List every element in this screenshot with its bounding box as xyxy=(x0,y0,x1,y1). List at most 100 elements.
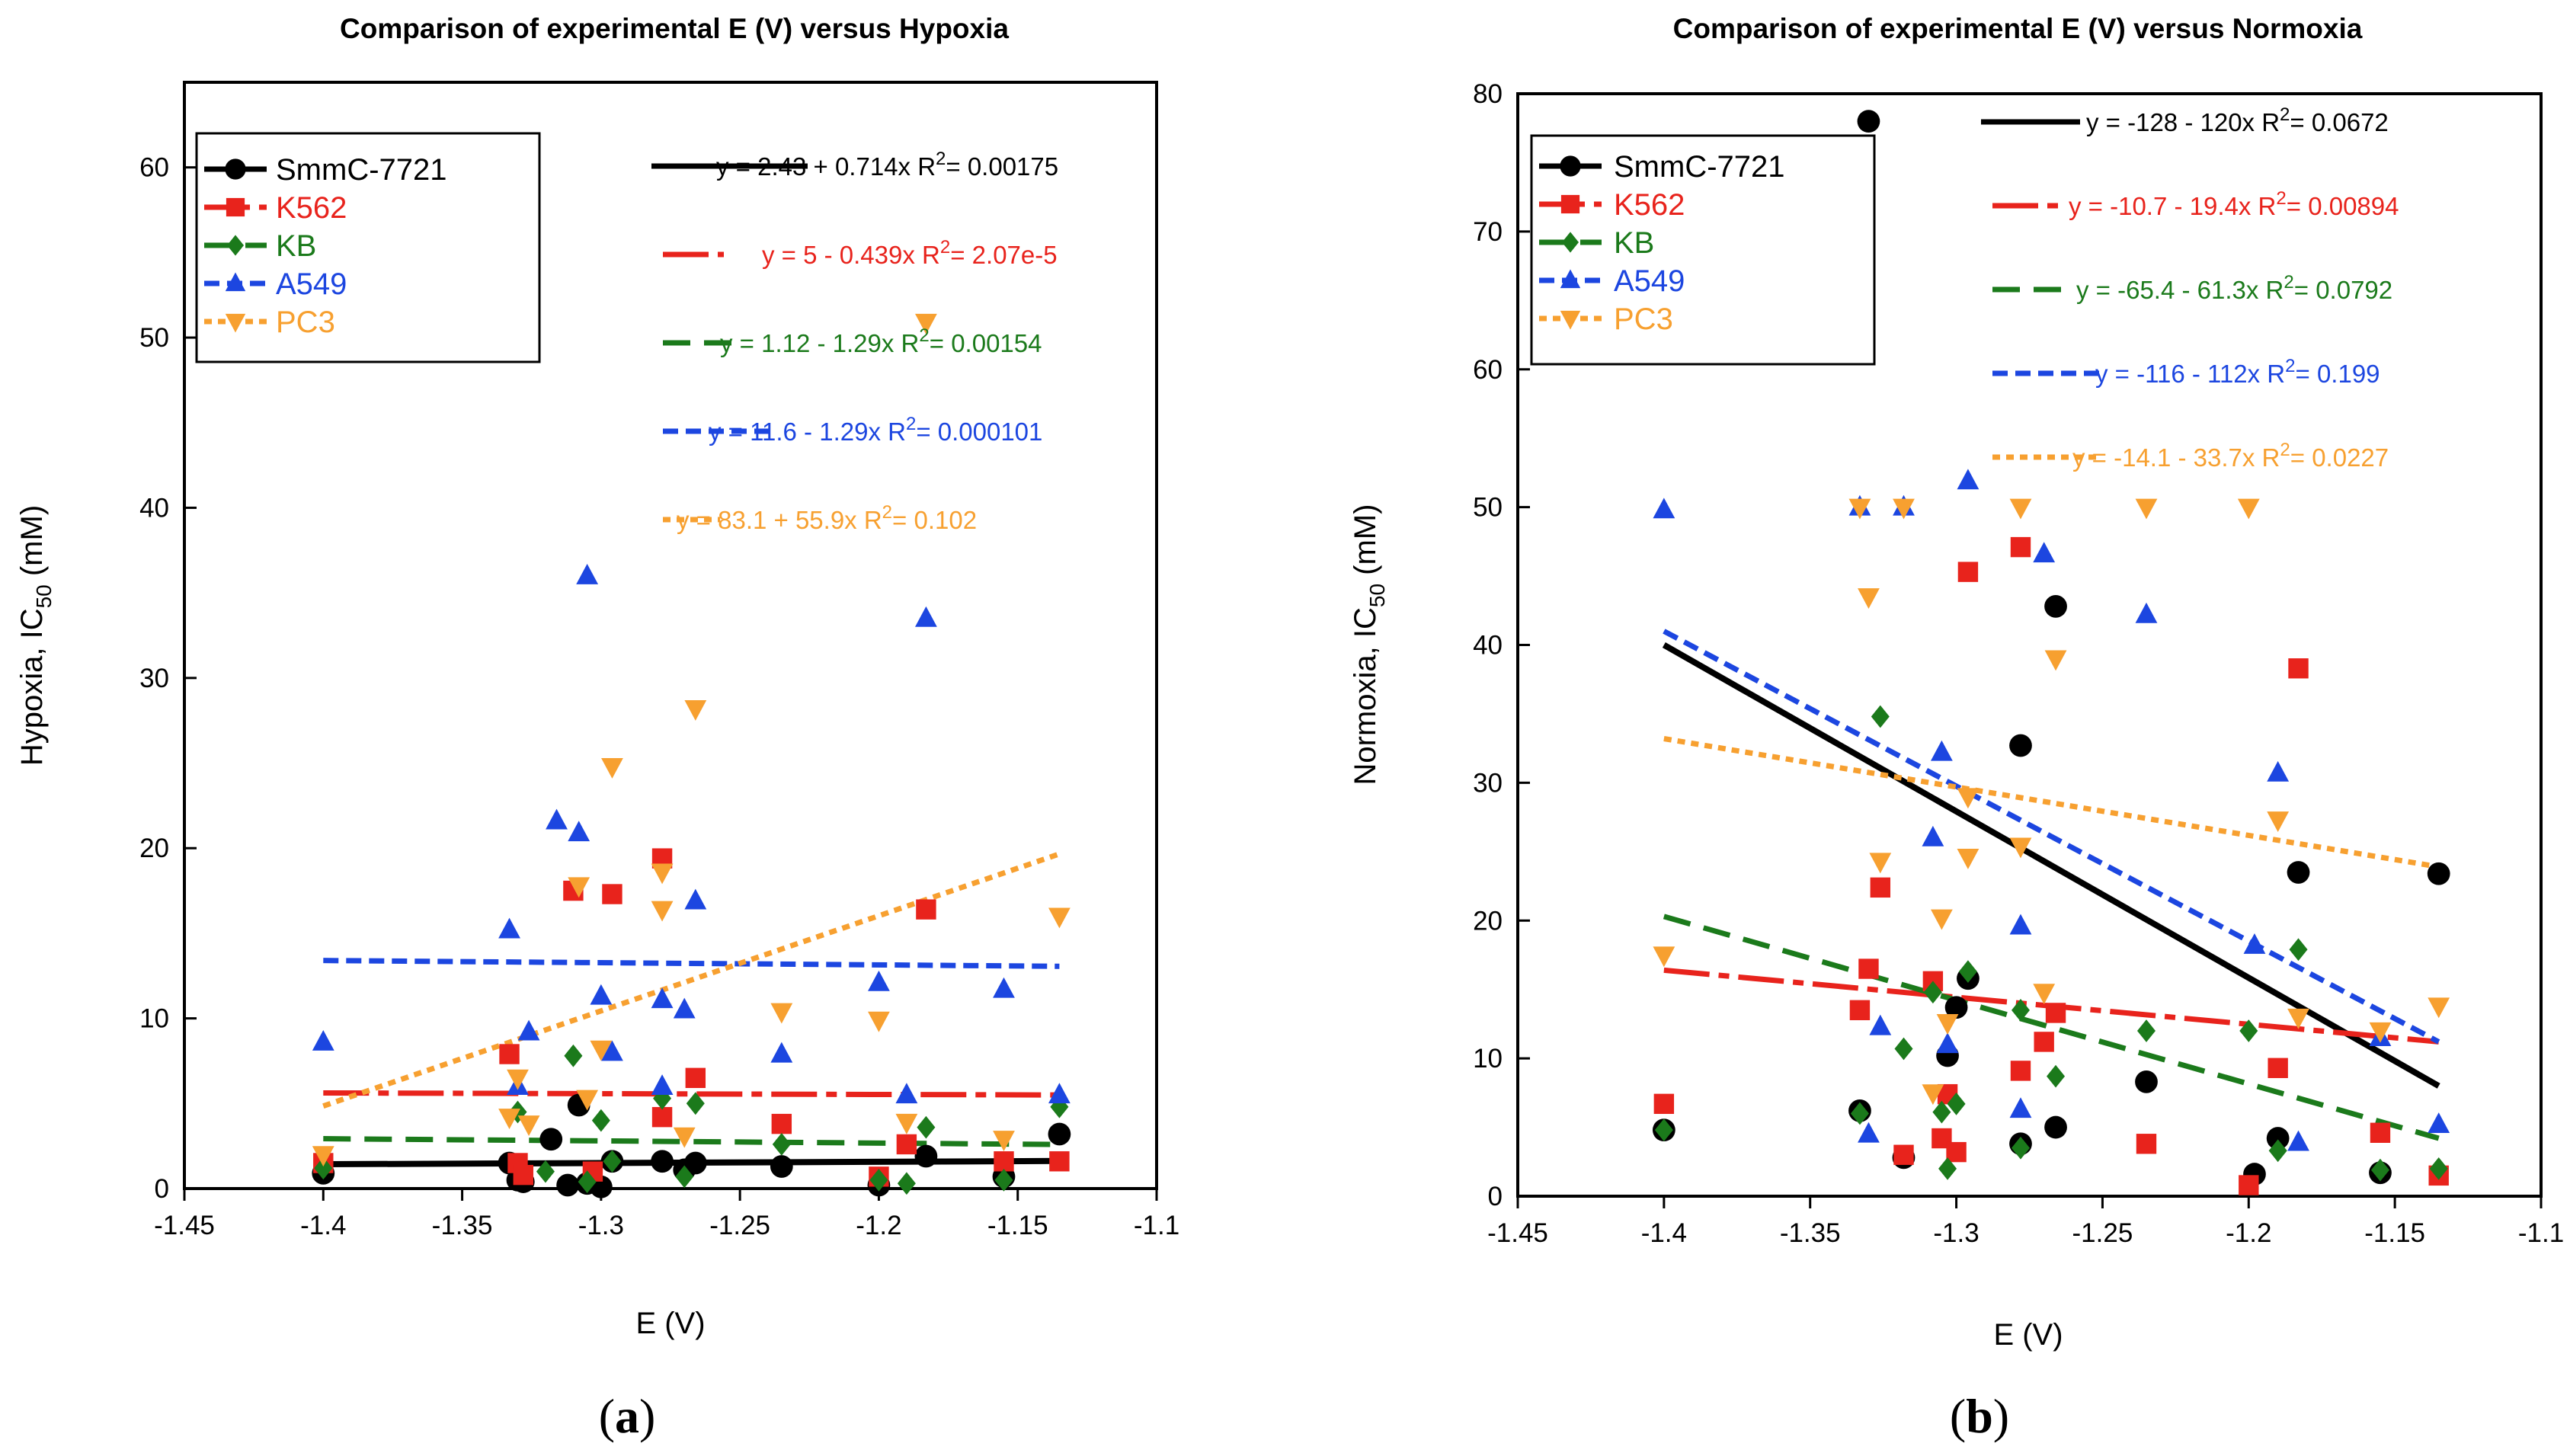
data-point-smmc-7721 xyxy=(2044,594,2067,618)
data-point-k562 xyxy=(499,1044,520,1064)
data-point-k562 xyxy=(1870,877,1891,898)
data-point-pc3 xyxy=(517,1115,540,1136)
data-point-a549 xyxy=(2009,914,2032,935)
data-point-k562 xyxy=(896,1134,917,1155)
fit-equation-a549: y = 11.6 - 1.29x R2= 0.000101 xyxy=(709,414,1042,446)
data-point-k562 xyxy=(2288,658,2309,679)
x-tick-label: -1.25 xyxy=(709,1211,770,1240)
data-point-pc3 xyxy=(993,1131,1015,1152)
legend-marker-a549 xyxy=(225,272,246,292)
legend-a: SmmC-7721 K562 KB A549 PC3 xyxy=(204,153,447,339)
legend-label-kb: KB xyxy=(276,229,316,263)
data-point-smmc-7721 xyxy=(2427,862,2450,885)
data-point-a549 xyxy=(651,987,674,1009)
data-point-a549 xyxy=(1653,498,1675,519)
data-point-pc3 xyxy=(868,1011,890,1032)
fit-line-k562 xyxy=(323,1090,1060,1098)
fit-line-a549 xyxy=(323,958,1060,969)
data-point-a549 xyxy=(1930,740,1953,761)
data-point-pc3 xyxy=(2267,811,2290,833)
data-point-kb xyxy=(1958,960,1977,984)
legend-label-pc3: PC3 xyxy=(1614,302,1673,336)
fit-equation-kb: y = -65.4 - 61.3x R2= 0.0792 xyxy=(2076,272,2392,304)
data-point-kb xyxy=(686,1092,705,1115)
data-point-kb xyxy=(2268,1139,2287,1163)
x-tick-label: -1.2 xyxy=(856,1211,901,1240)
data-point-smmc-7721 xyxy=(1048,1122,1071,1146)
y-axis-label-a: Hypoxia, IC50 (mM) xyxy=(15,505,56,766)
data-point-kb xyxy=(2370,1158,2389,1182)
data-point-pc3 xyxy=(1922,1084,1944,1106)
data-point-a549 xyxy=(312,1030,334,1051)
legend-label-smmc-7721: SmmC-7721 xyxy=(1614,150,1785,184)
data-point-kb xyxy=(2429,1157,2448,1180)
data-point-kb xyxy=(1932,1100,1951,1124)
data-point-a549 xyxy=(498,917,520,939)
data-point-pc3 xyxy=(2287,1008,2309,1029)
fit-equation-pc3: y = -14.1 - 33.7x R2= 0.0227 xyxy=(2072,440,2389,472)
y-tick-label: 10 xyxy=(1473,1044,1503,1074)
y-tick-label: 0 xyxy=(155,1174,169,1204)
fit-equation-smmc-7721: y = -128 - 120x R2= 0.0672 xyxy=(2086,104,2389,136)
y-tick-label: 70 xyxy=(1473,217,1503,247)
data-point-smmc-7721 xyxy=(556,1173,579,1197)
data-point-k562 xyxy=(2268,1058,2288,1078)
data-point-pc3 xyxy=(1848,498,1871,520)
fit-equation-pc3: y = 83.1 + 55.9x R2= 0.102 xyxy=(677,502,977,534)
data-point-kb xyxy=(536,1160,555,1183)
legend-marker-smmc-7721 xyxy=(1560,155,1581,177)
data-point-kb xyxy=(564,1044,583,1067)
legend-label-smmc-7721: SmmC-7721 xyxy=(276,153,447,187)
x-tick-label: -1.3 xyxy=(1933,1218,1979,1248)
legend-label-pc3: PC3 xyxy=(276,306,335,339)
data-point-pc3 xyxy=(1858,588,1880,610)
data-point-a549 xyxy=(2428,1112,2450,1133)
data-point-smmc-7721 xyxy=(2044,1115,2067,1139)
y-tick-label: 80 xyxy=(1473,79,1503,109)
data-point-a549 xyxy=(2243,933,2266,954)
data-points-a xyxy=(312,313,1071,1198)
data-point-pc3 xyxy=(770,1003,793,1024)
data-point-pc3 xyxy=(2237,498,2260,520)
axes-b: -1.45 -1.4 -1.35 -1.3 -1.25 -1.2 -1.15 -1.1 0 10 2… xyxy=(1473,79,2564,1248)
x-tick-label: -1.15 xyxy=(987,1211,1048,1240)
data-point-a549 xyxy=(2009,1097,2032,1118)
data-point-a549 xyxy=(895,1083,918,1104)
data-point-a549 xyxy=(1858,1122,1880,1143)
legend-marker-kb xyxy=(227,235,244,256)
panel-label-a: (a) xyxy=(599,1389,656,1443)
legend-marker-k562 xyxy=(226,197,245,217)
fit-line-kb xyxy=(1663,914,2440,1141)
data-point-a549 xyxy=(2135,602,2158,623)
legend-marker-a549 xyxy=(1560,269,1581,289)
data-point-a549 xyxy=(770,1042,793,1063)
fit-equation-smmc-7721: y = 2.43 + 0.714x R2= 0.00175 xyxy=(716,149,1058,181)
data-point-smmc-7721 xyxy=(2009,734,2032,757)
y-tick-label: 30 xyxy=(139,664,169,693)
fit-equation-k562: y = 5 - 0.439x R2= 2.07e-5 xyxy=(762,237,1058,269)
data-point-k562 xyxy=(1049,1151,1070,1172)
x-axis-label-a: E (V) xyxy=(635,1307,705,1340)
data-point-a549 xyxy=(993,977,1015,998)
fit-equation-k562: y = -10.7 - 19.4x R2= 0.00894 xyxy=(2069,188,2399,220)
chart-title-a: Comparison of experimental E (V) versus … xyxy=(340,13,1009,44)
data-point-kb xyxy=(2011,998,2030,1022)
data-point-k562 xyxy=(2045,1003,2066,1023)
legend-marker-k562 xyxy=(1560,194,1580,214)
data-point-pc3 xyxy=(576,1090,599,1111)
x-tick-label: -1.15 xyxy=(2364,1218,2425,1248)
data-point-a549 xyxy=(2267,760,2290,782)
x-tick-label: -1.1 xyxy=(2518,1218,2564,1248)
y-axis-label-b: Normoxia, IC50 (mM) xyxy=(1349,504,1389,786)
data-points-b xyxy=(1652,110,2450,1195)
data-point-pc3 xyxy=(1936,1014,1959,1035)
data-point-k562 xyxy=(2370,1122,2391,1143)
data-point-k562 xyxy=(1893,1144,1914,1165)
data-point-kb xyxy=(869,1168,888,1192)
data-point-pc3 xyxy=(651,863,674,885)
data-point-k562 xyxy=(2010,1061,2031,1081)
data-point-a549 xyxy=(684,888,707,910)
data-point-kb xyxy=(603,1150,622,1173)
data-point-smmc-7721 xyxy=(2135,1070,2158,1093)
